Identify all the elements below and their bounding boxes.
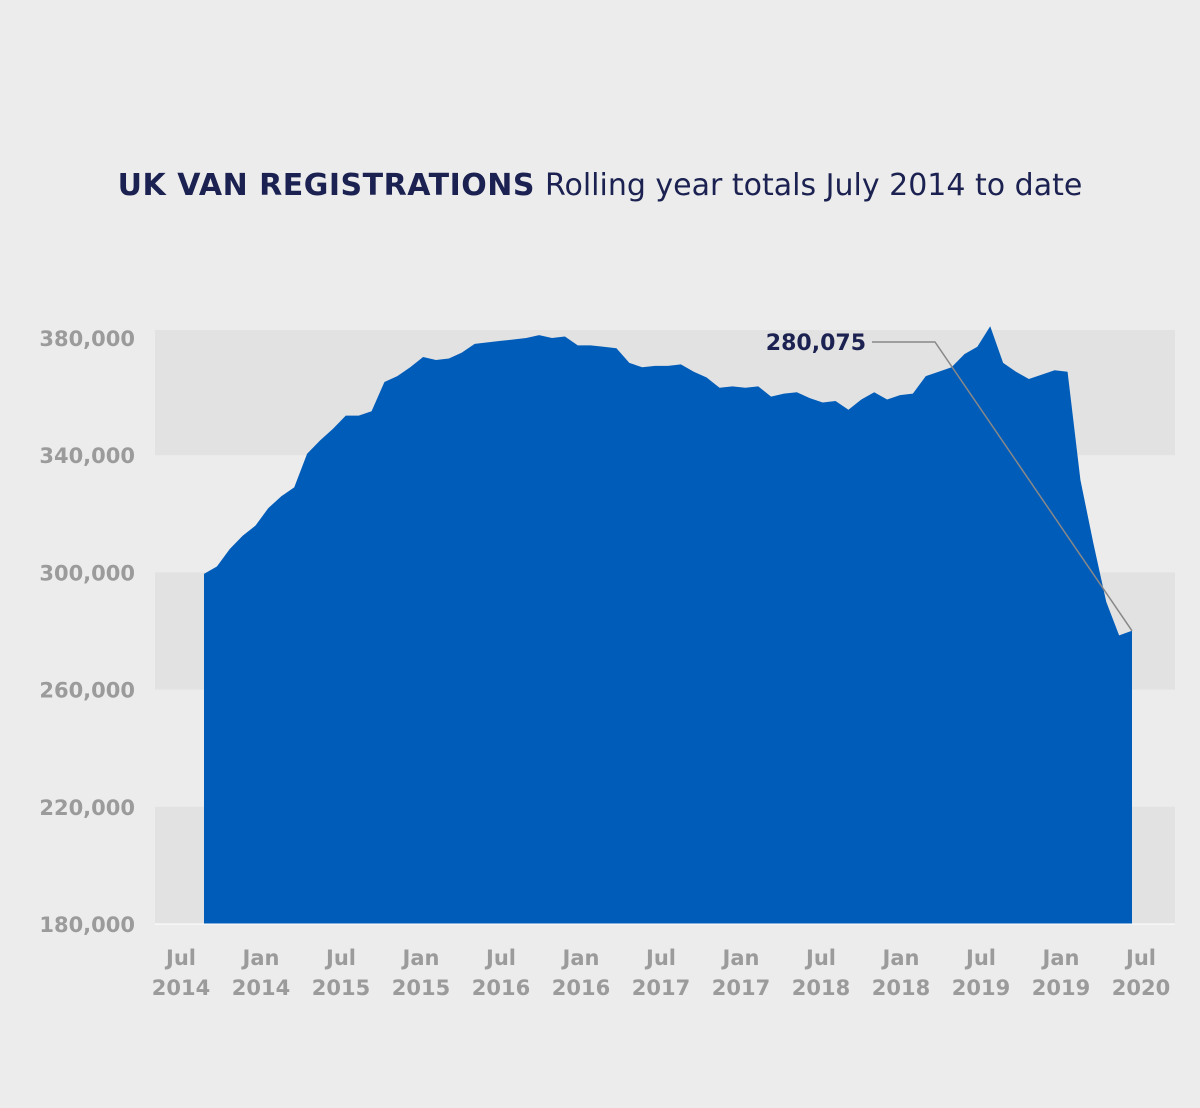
x-tick-label-year: 2020 [1112,976,1170,1000]
x-tick-label-month: Jul [804,946,836,970]
x-tick-label-year: 2017 [712,976,770,1000]
x-tick-label-year: 2019 [952,976,1010,1000]
x-tick-label-month: Jan [721,946,760,970]
x-tick-label-month: Jan [241,946,280,970]
x-tick-label-year: 2015 [392,976,450,1000]
chart-title-bold: UK VAN REGISTRATIONS [117,168,535,203]
x-tick-label-year: 2019 [1032,976,1090,1000]
x-tick-label-month: Jan [401,946,440,970]
x-tick-label-month: Jul [484,946,516,970]
x-tick-label-year: 2018 [872,976,930,1000]
x-tick-label-year: 2014 [152,976,210,1000]
y-tick-label: 340,000 [39,444,135,468]
x-tick-label-month: Jan [561,946,600,970]
chart-title: UK VAN REGISTRATIONS Rolling year totals … [0,168,1200,203]
y-tick-label: 380,000 [39,327,135,351]
x-tick-label-year: 2016 [552,976,610,1000]
annotation-leader-line [872,341,1133,632]
y-tick-label: 220,000 [39,796,135,820]
area-series [204,326,1132,924]
y-tick-label: 260,000 [39,679,135,703]
x-tick-label-month: Jul [164,946,196,970]
x-tick-label-month: Jul [1124,946,1156,970]
annotation-label: 280,075 [766,331,866,356]
x-tick-label-year: 2017 [632,976,690,1000]
x-tick-label-month: Jul [324,946,356,970]
y-tick-label: 180,000 [39,913,135,937]
x-tick-label-month: Jul [644,946,676,970]
y-tick-label: 300,000 [39,561,135,585]
x-tick-label-year: 2016 [472,976,530,1000]
chart-title-subtitle: Rolling year totals July 2014 to date [544,168,1083,203]
x-tick-label-year: 2015 [312,976,370,1000]
x-tick-label-month: Jul [964,946,996,970]
x-tick-label-month: Jan [881,946,920,970]
x-tick-label-year: 2018 [792,976,850,1000]
x-tick-label-year: 2014 [232,976,290,1000]
x-tick-label-month: Jan [1041,946,1080,970]
